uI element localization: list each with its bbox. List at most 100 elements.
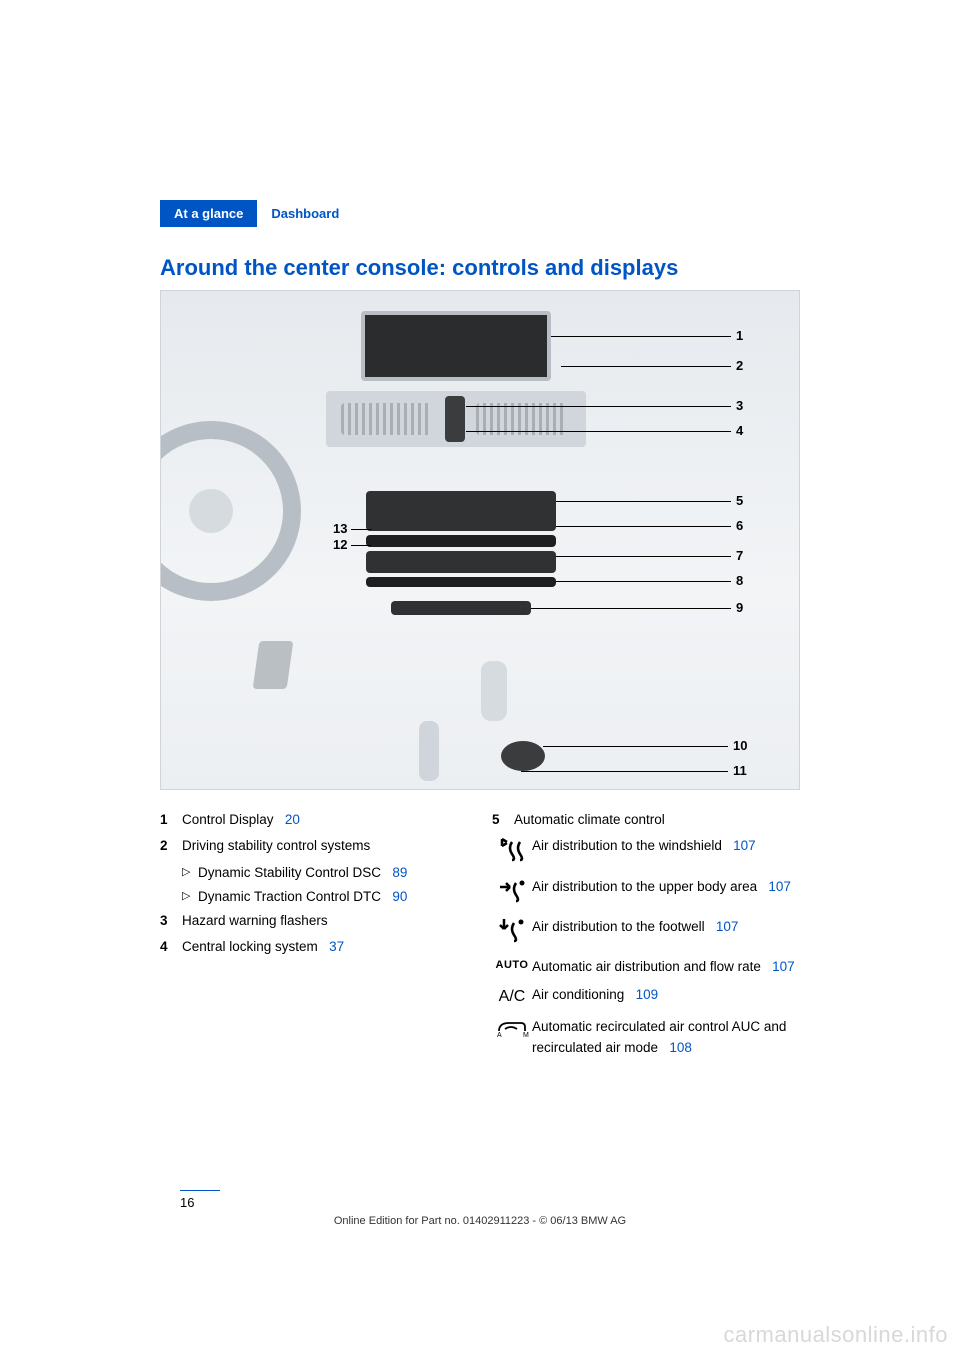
callout-line xyxy=(556,501,731,502)
climate-text: Air conditioning 109 xyxy=(532,985,800,1005)
left-column: 1 Control Display 20 2 Driving stability… xyxy=(160,810,468,1066)
callout-line xyxy=(466,406,731,407)
callout-line xyxy=(543,746,728,747)
legend-subitem: ▷ Dynamic Traction Control DTC 90 xyxy=(182,887,468,907)
hazard-button-shape xyxy=(445,396,465,442)
footer-text: Online Edition for Part no. 01402911223 … xyxy=(160,1215,800,1227)
air-footwell-icon xyxy=(492,917,532,949)
page-ref-link[interactable]: 107 xyxy=(768,879,791,894)
page-ref-link[interactable]: 109 xyxy=(636,987,659,1002)
legend-item-4: 4 Central locking system 37 xyxy=(160,937,468,957)
legend-sub-body: Dynamic Traction Control DTC 90 xyxy=(198,887,407,907)
callout-line xyxy=(521,771,728,772)
page-ref-link[interactable]: 90 xyxy=(392,889,407,904)
legend-item-3: 3 Hazard warning flashers xyxy=(160,911,468,931)
legend-item-1: 1 Control Display 20 xyxy=(160,810,468,830)
climate-text: Automatic air distribution and flow rate… xyxy=(532,957,800,977)
legend-number: 4 xyxy=(160,937,182,957)
legend-text: Dynamic Traction Control DTC xyxy=(198,889,381,904)
steering-hub-shape xyxy=(189,489,233,533)
vent-left xyxy=(341,403,431,435)
section-title: Around the center console: controls and … xyxy=(160,255,678,281)
page-ref-link[interactable]: 107 xyxy=(733,838,756,853)
triangle-bullet-icon: ▷ xyxy=(182,863,198,883)
legend-number: 5 xyxy=(492,810,514,830)
control-display-shape xyxy=(361,311,551,381)
legend-text: Automatic climate control xyxy=(514,810,800,830)
legend-text: Air distribution to the upper body area xyxy=(532,879,757,894)
climate-text: Air distribution to the footwell 107 xyxy=(532,917,800,937)
legend-sub-body: Dynamic Stability Control DSC 89 xyxy=(198,863,407,883)
climate-text: Air distribution to the upper body area … xyxy=(532,877,800,897)
page-ref-link[interactable]: 107 xyxy=(772,959,795,974)
parking-brake-shape xyxy=(419,721,439,781)
callout-4: 4 xyxy=(736,423,743,438)
page-ref-link[interactable]: 37 xyxy=(329,939,344,954)
legend-text: Driving stability control systems xyxy=(182,838,370,853)
legend-text: Air distribution to the footwell xyxy=(532,919,705,934)
climate-panel-shape xyxy=(366,491,556,531)
auto-icon: AUTO xyxy=(492,957,532,974)
svg-text:A: A xyxy=(497,1032,502,1039)
legend-text: Automatic air distribution and flow rate xyxy=(532,959,761,974)
idrive-controller-shape xyxy=(501,741,545,771)
climate-row-windshield: Air distribution to the windshield 107 xyxy=(492,836,800,868)
callout-line xyxy=(351,529,371,530)
legend-text: Automatic recirculated air control AUC a… xyxy=(532,1019,786,1054)
climate-row-footwell: Air distribution to the footwell 107 xyxy=(492,917,800,949)
callout-line xyxy=(556,526,731,527)
callout-line xyxy=(351,545,371,546)
legend-body: Central locking system 37 xyxy=(182,937,468,957)
legend-number: 1 xyxy=(160,810,182,830)
callout-3: 3 xyxy=(736,398,743,413)
climate-row-upper-body: Air distribution to the upper body area … xyxy=(492,877,800,909)
callout-11: 11 xyxy=(733,763,747,778)
page-ref-link[interactable]: 108 xyxy=(669,1040,692,1055)
climate-row-ac: A/C Air conditioning 109 xyxy=(492,985,800,1009)
breadcrumb-tabs: At a glance Dashboard xyxy=(160,200,353,227)
page-number-value: 16 xyxy=(180,1195,194,1210)
svg-text:M: M xyxy=(523,1032,529,1039)
legend-columns: 1 Control Display 20 2 Driving stability… xyxy=(160,810,800,1066)
page-ref-link[interactable]: 107 xyxy=(716,919,739,934)
button-row-shape xyxy=(391,601,531,615)
tab-at-a-glance: At a glance xyxy=(160,200,257,227)
callout-7: 7 xyxy=(736,548,743,563)
legend-text: Control Display xyxy=(182,812,274,827)
air-upper-body-icon xyxy=(492,877,532,909)
page-ref-link[interactable]: 20 xyxy=(285,812,300,827)
legend-text: Central locking system xyxy=(182,939,318,954)
watermark: carmanualsonline.info xyxy=(723,1322,948,1348)
legend-number: 3 xyxy=(160,911,182,931)
radio-panel-shape xyxy=(366,551,556,573)
triangle-bullet-icon: ▷ xyxy=(182,887,198,907)
manual-page: At a glance Dashboard Around the center … xyxy=(0,0,960,1358)
pedal-shape xyxy=(253,641,294,689)
slot-1-shape xyxy=(366,535,556,547)
right-column: 5 Automatic climate control Air distribu… xyxy=(492,810,800,1066)
callout-line xyxy=(561,366,731,367)
legend-body: Driving stability control systems xyxy=(182,836,468,856)
callout-10: 10 xyxy=(733,738,747,753)
callout-2: 2 xyxy=(736,358,743,373)
callout-line xyxy=(531,608,731,609)
callout-1: 1 xyxy=(736,328,743,343)
legend-text: Air distribution to the windshield xyxy=(532,838,722,853)
legend-item-2: 2 Driving stability control systems xyxy=(160,836,468,856)
recirculate-icon: AM xyxy=(492,1017,532,1045)
legend-text: Air conditioning xyxy=(532,987,624,1002)
legend-text: Dynamic Stability Control DSC xyxy=(198,865,381,880)
callout-5: 5 xyxy=(736,493,743,508)
callout-line xyxy=(556,556,731,557)
callout-line xyxy=(466,431,731,432)
climate-text: Air distribution to the windshield 107 xyxy=(532,836,800,856)
ac-icon: A/C xyxy=(492,985,532,1009)
legend-item-5: 5 Automatic climate control xyxy=(492,810,800,830)
page-ref-link[interactable]: 89 xyxy=(392,865,407,880)
callout-13: 13 xyxy=(333,521,347,536)
climate-text: Automatic recirculated air control AUC a… xyxy=(532,1017,800,1058)
callout-9: 9 xyxy=(736,600,743,615)
tab-dashboard: Dashboard xyxy=(257,200,353,227)
center-console-diagram: 1 2 3 4 5 6 7 8 9 10 11 13 12 xyxy=(160,290,800,790)
climate-row-recirculate: AM Automatic recirculated air control AU… xyxy=(492,1017,800,1058)
